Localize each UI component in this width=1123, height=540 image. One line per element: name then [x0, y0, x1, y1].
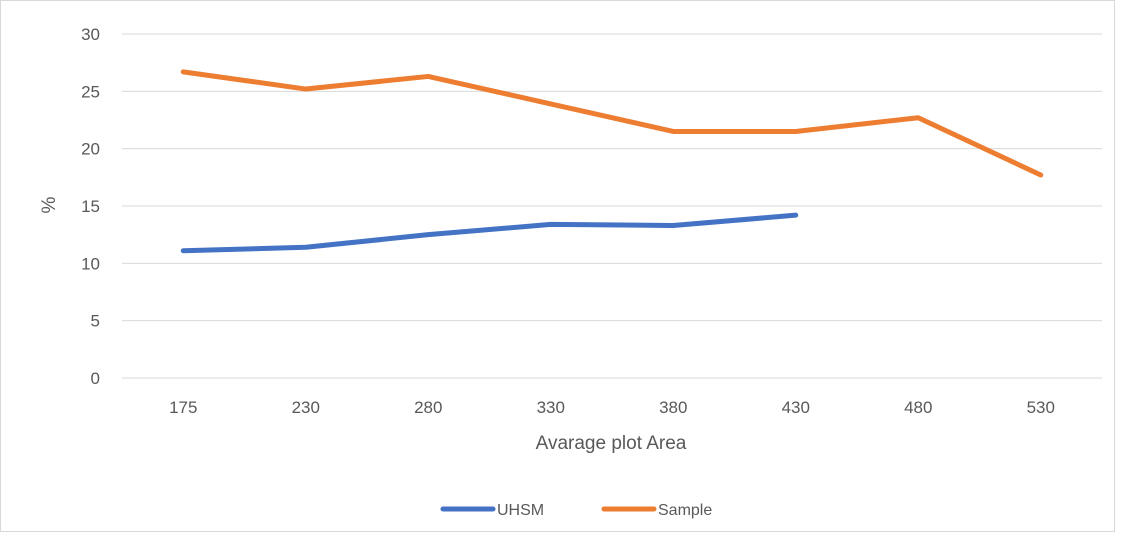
- chart-frame: [0, 0, 1115, 532]
- y-tick-labels: 0 5 10 15 20 25 30: [81, 25, 100, 388]
- x-tick-label: 480: [904, 398, 932, 417]
- y-tick-label: 5: [91, 312, 100, 331]
- y-tick-label: 0: [91, 369, 100, 388]
- series-lines: [180, 69, 1044, 254]
- x-tick-label: 380: [659, 398, 687, 417]
- x-tick-label: 230: [292, 398, 320, 417]
- legend-label: UHSM: [497, 502, 544, 519]
- x-axis-title: Avarage plot Area: [536, 433, 687, 454]
- y-tick-label: 10: [81, 254, 100, 273]
- x-tick-label: 430: [782, 398, 810, 417]
- legend-item-uhsm[interactable]: UHSM: [440, 502, 544, 519]
- series-line-uhsm: [180, 212, 799, 254]
- x-tick-label: 330: [537, 398, 565, 417]
- y-axis-title: %: [39, 196, 60, 213]
- x-tick-label: 175: [169, 398, 197, 417]
- x-tick-label: 530: [1027, 398, 1055, 417]
- gridlines: [122, 33, 1102, 379]
- x-tick-label: 280: [414, 398, 442, 417]
- y-tick-label: 15: [81, 197, 100, 216]
- y-tick-label: 30: [81, 25, 100, 44]
- x-tick-labels: 175 230 280 330 380 430 480 530: [169, 398, 1055, 417]
- y-tick-label: 20: [81, 140, 100, 159]
- series-line-sample: [180, 69, 1044, 178]
- legend: UHSM Sample: [440, 502, 712, 519]
- legend-item-sample[interactable]: Sample: [601, 502, 712, 519]
- legend-label: Sample: [658, 502, 712, 519]
- y-tick-label: 25: [81, 82, 100, 101]
